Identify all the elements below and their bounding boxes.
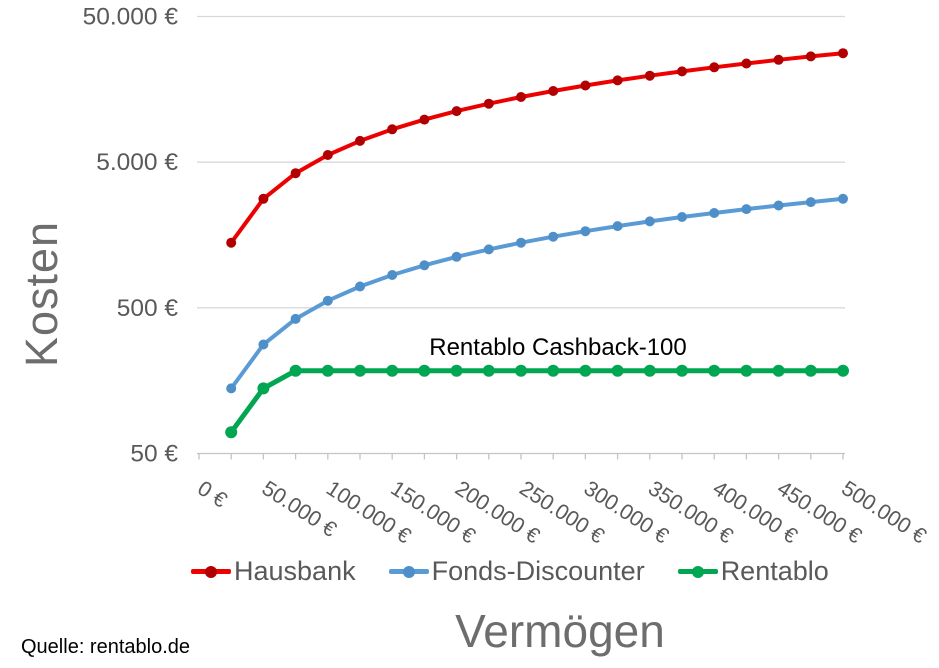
svg-text:5.000 €: 5.000 €: [96, 149, 178, 176]
fonds-discounter-line-marker-icon: [388, 565, 429, 578]
cost-comparison-chart: 50.000 € 5.000 € 500 € 50 € 0 €50.000 €100.…: [83, 4, 931, 546]
x-axis-title: Vermögen: [455, 605, 665, 657]
svg-text:500 €: 500 €: [117, 295, 179, 322]
svg-text:50 €: 50 €: [130, 441, 178, 468]
svg-text:0 €: 0 €: [193, 476, 231, 512]
x-axis-tick-labels: 0 €50.000 €100.000 €150.000 €200.000 €25…: [193, 476, 930, 545]
source-note: Quelle: rentablo.de: [21, 636, 191, 658]
series-annotation: Rentablo Cashback-100: [429, 334, 687, 361]
horizontal-gridlines: [197, 15, 845, 309]
legend-label: Fonds-Discounter: [431, 556, 645, 586]
chart-legend: Hausbank Fonds-Discounter Rentablo: [191, 556, 829, 587]
legend-label: Rentablo: [720, 556, 829, 586]
svg-text:50.000 €: 50.000 €: [83, 4, 179, 31]
legend-item-fonds-discounter: Fonds-Discounter: [388, 556, 645, 587]
y-axis-tick-labels: 50.000 € 5.000 € 500 € 50 €: [83, 4, 179, 468]
y-axis-title: Kosten: [16, 220, 67, 368]
rentablo-line-marker-icon: [677, 565, 718, 578]
legend-item-rentablo: Rentablo: [677, 556, 829, 587]
data-series: [225, 48, 849, 439]
legend-item-hausbank: Hausbank: [191, 556, 356, 587]
x-axis: [197, 452, 845, 460]
legend-label: Hausbank: [234, 556, 356, 586]
hausbank-line-marker-icon: [191, 565, 231, 578]
